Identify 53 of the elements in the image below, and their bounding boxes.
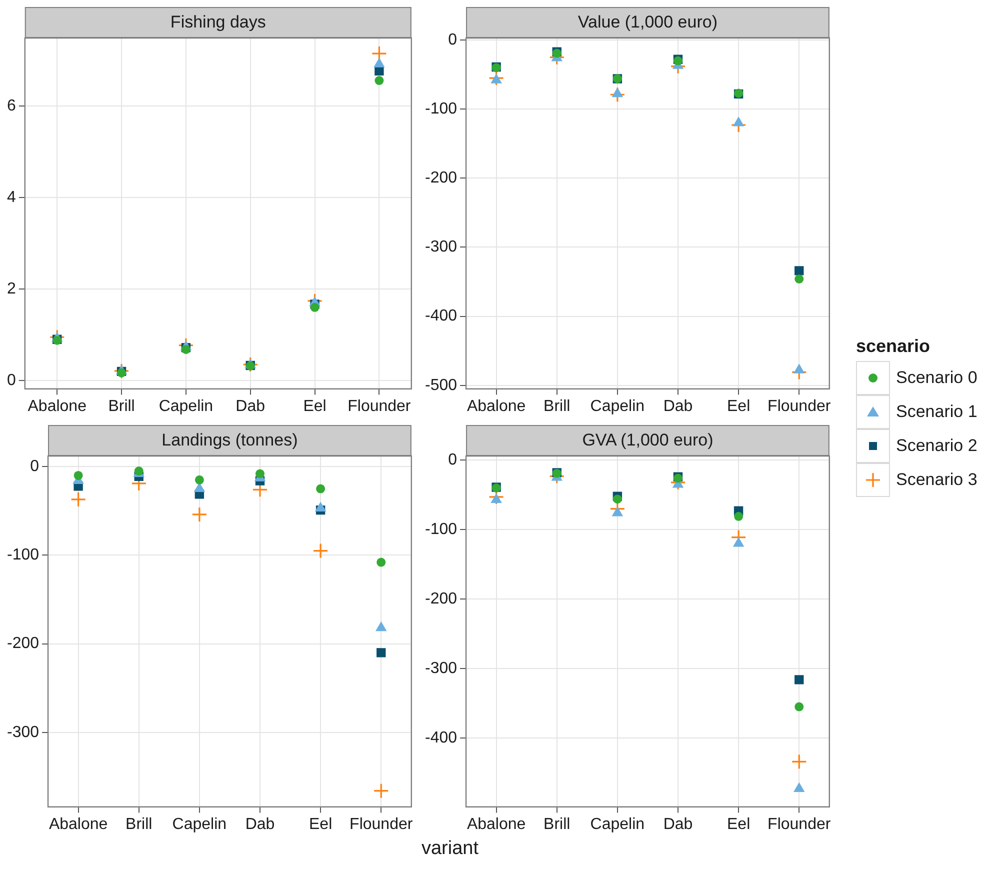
x-tick-label: Abalone [28,398,87,415]
x-tick-label: Eel [308,816,332,833]
x-tick-label: Capelin [590,816,645,833]
y-tick-label: -200 [424,590,458,608]
y-tick-label: -400 [424,308,458,325]
y-tick-label: 0 [30,458,40,476]
y-tick-label: 4 [6,189,16,206]
x-tick-label: Abalone [466,816,526,833]
y-tick-label: 2 [6,280,16,298]
y-tick-label: -500 [424,376,458,394]
legend-label: Scenario 2 [896,436,978,456]
y-tick-label: -100 [6,546,40,564]
y-tick-label: 0 [6,372,16,389]
y-tick-label: -100 [424,521,458,538]
y-tick-label: -100 [424,100,458,118]
x-tick-label: Brill [126,816,152,833]
legend-label: Scenario 3 [896,470,978,490]
legend-label: Scenario 0 [896,368,978,388]
x-tick-label: Flounder [768,398,832,415]
chart-title: GVA (1,000 euro) [582,430,714,450]
x-tick-label: Dab [245,816,275,833]
x-tick-label: Capelin [590,398,645,415]
y-tick-label: -200 [424,170,458,187]
chart-title: Landings (tonnes) [162,430,298,450]
x-tick-label: Abalone [48,816,108,833]
x-tick-label: Abalone [466,398,526,415]
x-tick-label: Eel [303,398,326,415]
y-tick-label: -200 [6,635,40,652]
legend-label: Scenario 1 [896,402,978,422]
y-tick-label: -400 [424,729,458,746]
x-tick-label: Flounder [348,398,412,415]
y-tick-label: -300 [424,660,458,677]
y-tick-label: 0 [448,31,458,48]
x-tick-label: Brill [544,816,570,833]
y-tick-label: 6 [6,98,16,115]
x-tick-label: Eel [726,816,750,833]
x-tick-label: Brill [544,398,570,415]
x-axis-title: variant [420,838,480,860]
x-tick-label: Flounder [768,816,832,833]
y-tick-label: -300 [6,724,40,741]
x-tick-label: Dab [663,816,693,833]
y-tick-label: 0 [448,452,458,469]
legend-title: scenario [856,336,932,357]
y-tick-label: -300 [424,238,458,256]
x-tick-label: Capelin [158,398,214,415]
x-tick-label: Capelin [172,816,227,833]
chart-title: Value (1,000 euro) [578,12,718,32]
x-tick-label: Brill [108,398,135,415]
x-tick-label: Flounder [350,816,414,833]
x-tick-label: Eel [726,398,750,415]
x-tick-label: Dab [663,398,693,415]
x-tick-label: Dab [236,398,266,415]
chart-title: Fishing days [170,12,266,32]
